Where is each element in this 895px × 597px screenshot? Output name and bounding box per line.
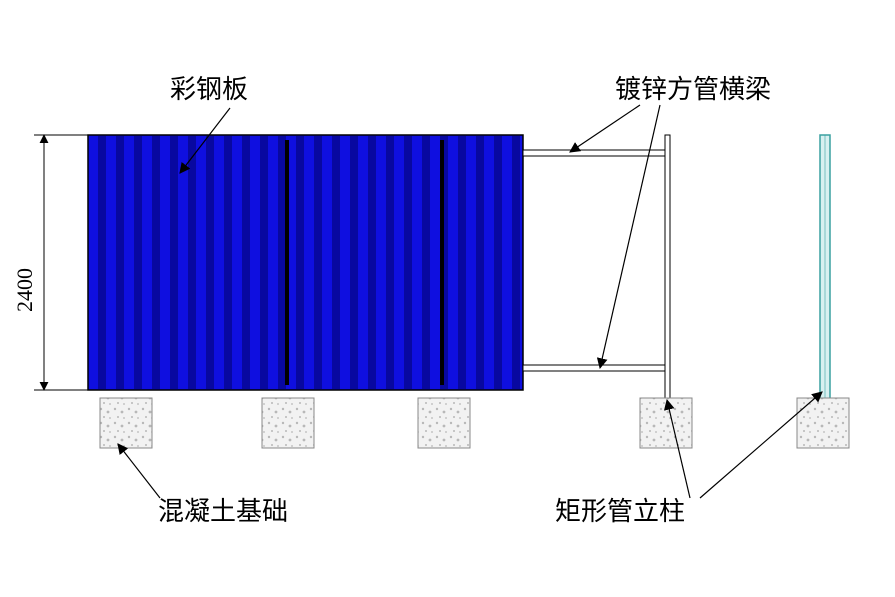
label-color-steel-panel: 彩钢板 — [170, 75, 248, 104]
label-concrete-foundation: 混凝土基础 — [158, 497, 288, 526]
label-rectangular-column: 矩形管立柱 — [555, 497, 685, 526]
label-galvanized-beam: 镀锌方管横梁 — [615, 75, 771, 104]
dimension-value: 2400 — [12, 268, 37, 312]
